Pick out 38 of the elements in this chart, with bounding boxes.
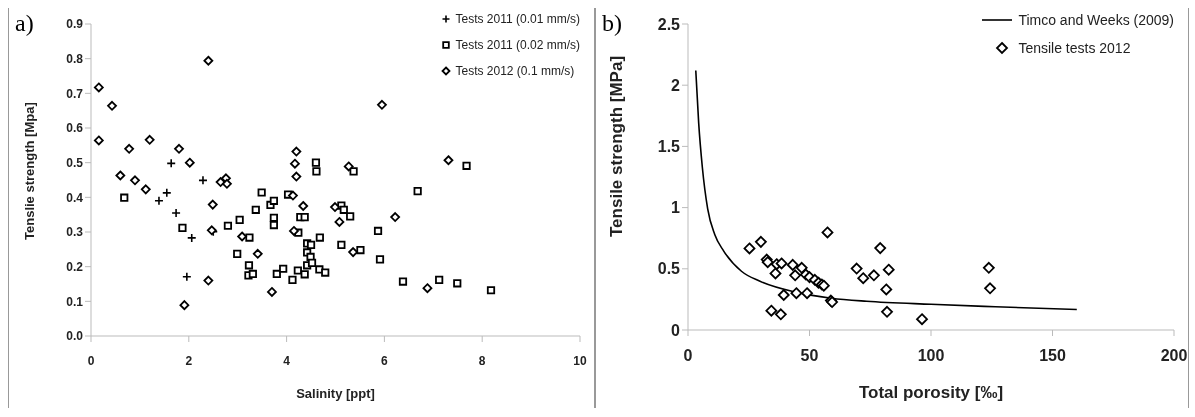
- y-axis-title: Tensile strength [MPa]: [607, 55, 627, 237]
- legend-label: Tests 2011 (0.02 mm/s): [455, 38, 580, 52]
- y-tick-label: 0.9: [66, 17, 84, 32]
- x-tick-label: 0: [683, 347, 693, 365]
- y-tick-label: 0.4: [66, 190, 84, 205]
- y-tick-label: 0.3: [66, 225, 84, 240]
- x-tick-label: 200: [1160, 347, 1188, 365]
- y-tick-label: 0.7: [66, 86, 84, 101]
- y-tick-label: 0.8: [66, 51, 84, 66]
- legend-label: Timco and Weeks (2009): [1018, 12, 1174, 28]
- y-tick-label: 0.0: [66, 329, 84, 344]
- y-tick-label: 0.5: [66, 155, 84, 170]
- y-tick-label: 0.1: [66, 294, 84, 309]
- y-axis-title: Tenslie strength [Mpa]: [21, 102, 37, 240]
- y-tick-label: 0.6: [66, 121, 84, 136]
- x-tick-label: 150: [1039, 347, 1066, 365]
- legend-label: Tensile tests 2012: [1018, 40, 1131, 56]
- x-tick-label: 6: [381, 353, 389, 368]
- y-tick-label: 1.5: [657, 138, 681, 156]
- x-tick-label: 0: [87, 353, 95, 368]
- y-tick-label: 1: [671, 199, 681, 217]
- y-tick-label: 0.5: [657, 260, 681, 278]
- chart-title: a): [15, 10, 34, 37]
- chart-title: b): [602, 10, 622, 37]
- x-tick-label: 10: [573, 353, 587, 368]
- legend-label: Tests 2012 (0.1 mm/s): [455, 64, 575, 78]
- x-axis-title: Salinity [ppt]: [296, 386, 375, 401]
- y-tick-label: 0.2: [66, 259, 84, 274]
- legend-label: Tests 2011 (0.01 mm/s): [455, 12, 580, 26]
- x-tick-label: 8: [478, 353, 486, 368]
- x-tick-label: 2: [185, 353, 193, 368]
- x-tick-label: 50: [800, 347, 819, 365]
- y-tick-label: 0: [671, 321, 681, 339]
- y-tick-label: 2.5: [657, 15, 681, 33]
- x-tick-label: 4: [283, 353, 291, 368]
- x-axis-title: Total porosity [‰]: [858, 383, 1004, 402]
- x-tick-label: 100: [917, 347, 945, 365]
- y-tick-label: 2: [671, 76, 681, 94]
